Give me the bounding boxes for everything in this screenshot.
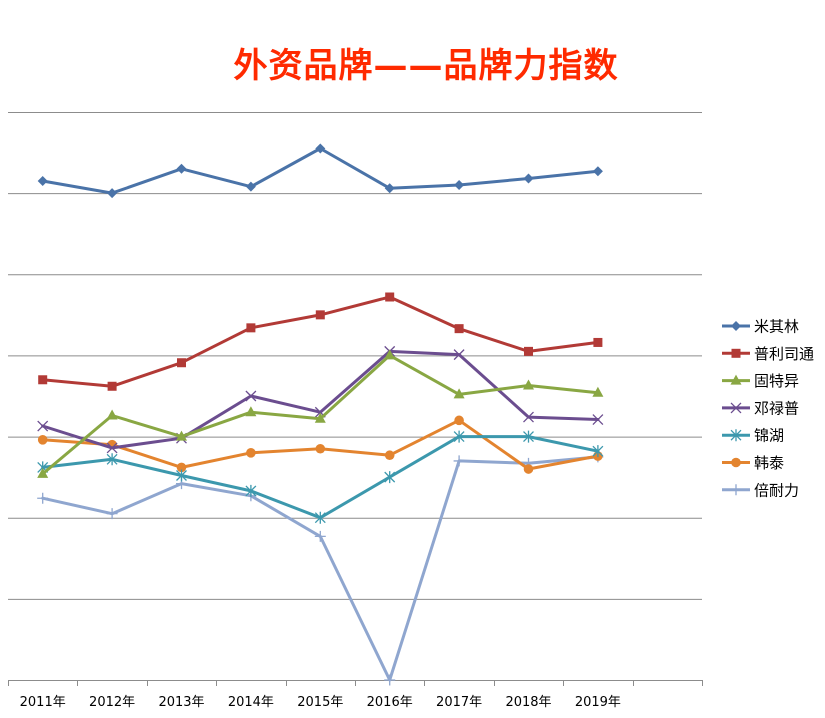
data-point [106,442,118,454]
data-point [106,508,118,520]
data-point [592,414,604,425]
data-point [315,143,326,154]
data-point [176,469,187,482]
data-point [523,411,534,423]
data-point [730,402,742,414]
data-point [37,467,49,478]
data-point [731,457,741,468]
data-point [453,455,465,467]
series [37,143,603,199]
x-tick-label: 2014年 [228,695,274,710]
legend-label: 韩泰 [754,454,784,472]
data-point [453,349,465,361]
data-point [523,430,534,443]
data-point [454,180,465,191]
data-point [730,484,742,496]
data-point [453,430,465,443]
data-point [454,324,464,334]
chart-title: 外资品牌——品牌力指数 [233,46,619,86]
data-point [177,358,186,368]
data-point [731,321,741,331]
data-point [176,163,187,174]
legend-entry: 邓禄普 [722,399,799,417]
data-point [37,175,48,186]
x-tick-label: 2013年 [158,695,204,710]
data-point [314,530,326,542]
legend-entry: 韩泰 [722,454,784,472]
legend-label: 锦湖 [754,427,784,445]
data-point [106,409,118,420]
data-point [385,292,395,302]
data-point [37,435,48,445]
series [37,345,604,454]
data-point [245,484,257,497]
series [37,349,604,478]
data-point [245,181,256,192]
data-point [37,492,49,504]
data-point [730,429,742,442]
legend-entry: 倍耐力 [722,481,799,499]
data-point [731,348,741,358]
data-point [315,310,325,320]
gridlines [8,112,702,600]
x-tick-label: 2015年 [297,695,343,710]
data-point [384,349,396,360]
data-point [107,188,118,199]
x-tick-label: 2011年 [20,695,66,710]
data-point [106,453,118,466]
x-tick-label: 2012年 [89,695,135,710]
legend-label: 米其林 [754,318,799,336]
data-point [314,412,326,423]
legend-label: 倍耐力 [754,481,799,499]
data-point [176,462,187,473]
data-point [245,390,257,402]
data-point [38,375,48,385]
data-point [246,323,256,333]
data-point [593,337,603,347]
data-point [454,415,464,426]
data-point [107,381,117,391]
data-point [245,406,257,417]
legend-entry: 锦湖 [722,427,784,445]
data-point [523,464,534,474]
data-point [523,173,534,184]
legend-entry: 普利司通 [722,345,814,363]
data-point [384,471,396,484]
data-point [246,448,256,458]
series-line [41,455,600,682]
data-point [453,388,465,399]
legend-entry: 固特异 [722,372,799,390]
series [37,430,604,524]
series [38,292,603,391]
legend-entry: 米其林 [722,318,799,336]
data-point [176,430,187,441]
data-point [592,386,604,397]
data-point [315,443,326,454]
series-lines [37,143,604,686]
series [37,451,604,686]
legend-label: 固特异 [754,372,799,390]
x-axis: 2011年 2012年 2013年 2014年 2015年 2016年 2017年 2018年… [8,680,703,710]
data-point [384,674,396,686]
data-point [37,420,49,432]
series-line [41,349,600,450]
data-point [524,346,533,356]
series [37,415,603,474]
data-point [523,379,534,390]
data-point [730,374,742,385]
legend-label: 普利司通 [754,345,814,363]
legend-label: 邓禄普 [754,399,799,417]
x-tick-label: 2018年 [505,695,551,710]
data-point [592,445,604,458]
x-tick-label: 2016年 [367,695,413,710]
data-point [384,450,395,461]
data-point [314,511,326,524]
x-tick-label: 2017年 [436,695,482,710]
x-tick-label: 2019年 [575,695,621,710]
data-point [592,166,603,177]
data-point [384,183,395,194]
series-line [41,147,600,195]
